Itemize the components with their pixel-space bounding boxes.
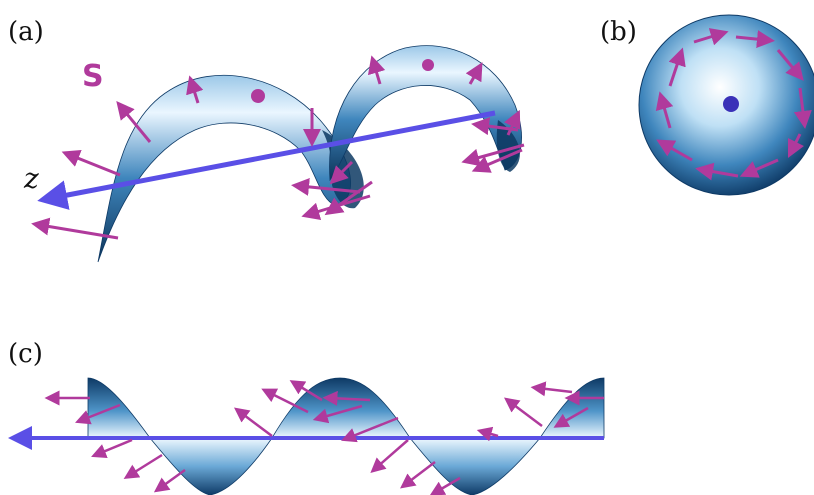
spin-arrow: [341, 416, 399, 443]
wave-lobe-up: [271, 377, 411, 439]
spin-arrow: [123, 453, 163, 479]
axis-dot: [723, 96, 739, 112]
spin-arrow: [234, 407, 273, 437]
helix-turn-1: [97, 74, 351, 263]
spin-arrow: [153, 468, 186, 493]
spin-arrow: [476, 426, 499, 442]
spin-arrow: [695, 162, 739, 181]
spin-arrow: [530, 381, 573, 397]
wave-lobe-up: [539, 377, 605, 439]
spin-arrow: [291, 177, 361, 196]
panel-b-label: (b): [600, 17, 637, 47]
spin-arrow: [504, 109, 521, 136]
spin-arrow: [289, 380, 323, 402]
panel-b-disk: [638, 14, 814, 196]
spin-arrow: [553, 406, 589, 428]
spin-arrow: [656, 139, 693, 162]
spin-arrow: [312, 404, 363, 424]
spin-dot: [422, 59, 434, 71]
spin-arrow: [261, 388, 309, 414]
spin-arrows-a: [31, 55, 525, 240]
panel-c-label: (c): [8, 339, 43, 369]
spin-arrow: [370, 439, 409, 473]
spin-arrow: [465, 62, 483, 85]
spin-label-s: S: [82, 59, 104, 94]
axis-label-z: z: [23, 162, 39, 195]
spin-arrow: [471, 117, 519, 136]
spin-arrow: [735, 30, 775, 49]
spin-arrow: [324, 180, 373, 216]
spin-arrow: [504, 397, 543, 427]
spin-arrow: [329, 160, 354, 185]
spin-arrow: [793, 87, 812, 129]
panel-a-helix: z S: [23, 45, 525, 263]
spin-arrow: [61, 149, 121, 177]
spin-arrow: [116, 101, 152, 143]
spin-arrow: [186, 75, 204, 104]
spin-arrow: [787, 133, 805, 159]
spin-arrow: [75, 403, 121, 425]
panel-a-label: (a): [8, 17, 44, 47]
wave-lobe-up: [87, 377, 151, 439]
spin-arrow: [668, 47, 686, 87]
spin-arrow: [367, 55, 386, 85]
spin-arrows-b: [655, 28, 812, 181]
axis-arrow-a: [37, 110, 496, 210]
spin-arrow: [776, 49, 804, 81]
wave-lobe-down: [149, 437, 273, 495]
spin-arrow: [322, 390, 371, 406]
panel-c-wave: [8, 377, 605, 495]
spin-arrow: [91, 438, 133, 459]
spin-arrow: [471, 148, 523, 173]
spin-arrow: [429, 476, 461, 495]
spin-arrow: [400, 461, 436, 489]
spin-arrow: [31, 217, 119, 240]
spin-arrow: [739, 158, 779, 178]
spin-arrow: [655, 91, 674, 129]
spin-arrow: [693, 28, 729, 46]
spin-arrows-c: [44, 380, 604, 495]
spin-dot: [251, 89, 265, 103]
